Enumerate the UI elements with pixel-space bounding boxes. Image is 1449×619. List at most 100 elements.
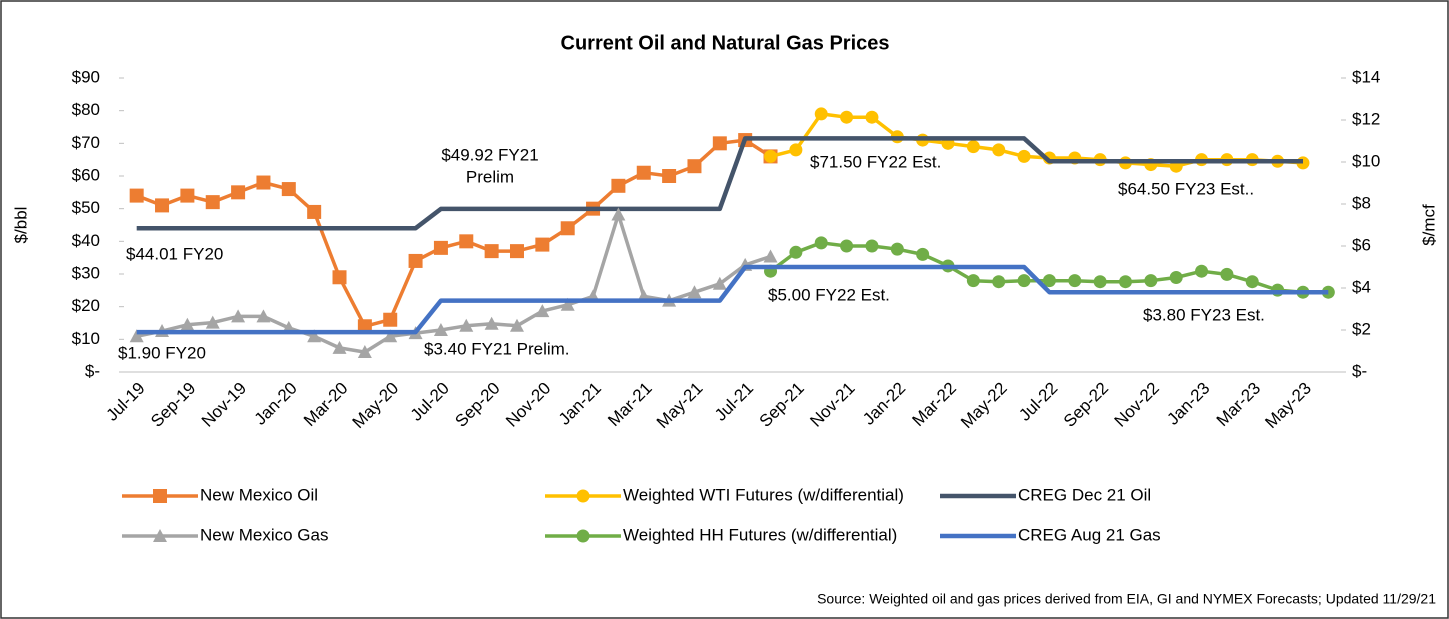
marker bbox=[865, 110, 879, 124]
marker bbox=[153, 489, 167, 503]
marker bbox=[307, 329, 322, 343]
annotation: $64.50 FY23 Est.. bbox=[1118, 179, 1254, 198]
marker bbox=[840, 239, 854, 253]
marker bbox=[840, 110, 854, 124]
marker bbox=[789, 143, 803, 157]
marker bbox=[992, 275, 1006, 289]
marker bbox=[1093, 275, 1107, 289]
marker bbox=[636, 165, 651, 180]
marker bbox=[1245, 275, 1259, 289]
marker bbox=[1017, 149, 1031, 163]
marker bbox=[992, 143, 1006, 157]
marker bbox=[129, 329, 144, 343]
legend-item: Weighted WTI Futures (w/differential) bbox=[545, 485, 904, 504]
y2-axis-label: $/mcf bbox=[1419, 204, 1438, 246]
marker bbox=[180, 317, 195, 331]
marker bbox=[611, 178, 626, 193]
marker bbox=[509, 244, 524, 259]
series-line bbox=[136, 264, 1329, 335]
y2-tick-label: $8 bbox=[1352, 193, 1371, 212]
marker bbox=[865, 239, 879, 253]
marker bbox=[1169, 271, 1183, 284]
y-tick-label: $80 bbox=[72, 100, 100, 119]
y-tick-label: $- bbox=[85, 361, 100, 380]
marker bbox=[155, 198, 170, 213]
marker bbox=[1118, 275, 1132, 289]
legend-item: New Mexico Gas bbox=[122, 525, 328, 544]
source-note: Source: Weighted oil and gas prices deri… bbox=[817, 591, 1436, 607]
marker bbox=[966, 140, 980, 154]
legend-label: CREG Aug 21 Gas bbox=[1018, 525, 1161, 544]
marker bbox=[281, 182, 296, 197]
marker bbox=[576, 489, 590, 503]
legend-item: CREG Dec 21 Oil bbox=[940, 485, 1151, 504]
marker bbox=[1068, 274, 1082, 288]
y2-tick-label: $2 bbox=[1352, 319, 1371, 338]
marker bbox=[560, 297, 575, 311]
marker bbox=[814, 236, 828, 250]
y2-tick-label: $10 bbox=[1352, 151, 1380, 170]
marker bbox=[1321, 285, 1335, 299]
marker bbox=[180, 188, 195, 203]
y-tick-label: $70 bbox=[72, 133, 100, 152]
marker bbox=[1144, 274, 1158, 288]
marker bbox=[916, 247, 930, 261]
marker bbox=[764, 149, 778, 163]
marker bbox=[332, 340, 347, 354]
marker bbox=[890, 242, 904, 256]
y-tick-label: $40 bbox=[72, 231, 100, 250]
marker bbox=[611, 207, 626, 221]
marker bbox=[1017, 274, 1031, 288]
marker bbox=[484, 316, 499, 330]
marker bbox=[357, 319, 372, 334]
legend-label: Weighted WTI Futures (w/differential) bbox=[623, 485, 904, 504]
marker bbox=[509, 318, 524, 332]
annotation: $5.00 FY22 Est. bbox=[768, 285, 890, 304]
marker bbox=[205, 315, 220, 329]
marker bbox=[1220, 267, 1234, 281]
marker bbox=[231, 185, 246, 200]
legend-label: New Mexico Oil bbox=[200, 485, 318, 504]
marker bbox=[231, 309, 246, 323]
marker bbox=[662, 169, 677, 183]
marker bbox=[256, 175, 271, 190]
marker bbox=[433, 240, 448, 255]
marker bbox=[1195, 264, 1209, 278]
y-tick-label: $20 bbox=[72, 296, 100, 315]
legend-item: New Mexico Oil bbox=[122, 485, 318, 504]
annotation: $3.40 FY21 Prelim. bbox=[424, 339, 570, 358]
y-axis-label: $/bbl bbox=[11, 207, 30, 244]
y2-tick-label: $4 bbox=[1352, 277, 1371, 296]
annotation: $44.01 FY20 bbox=[126, 244, 223, 263]
y-tick-label: $50 bbox=[72, 198, 100, 217]
marker bbox=[357, 345, 372, 359]
annotation: $71.50 FY22 Est. bbox=[810, 152, 941, 171]
marker bbox=[129, 188, 144, 203]
marker bbox=[966, 274, 980, 288]
y-tick-label: $10 bbox=[72, 329, 100, 348]
legend-label: New Mexico Gas bbox=[200, 525, 328, 544]
legend-label: Weighted HH Futures (w/differential) bbox=[623, 525, 897, 544]
marker bbox=[789, 245, 803, 259]
annotation: $49.92 FY21 bbox=[441, 145, 538, 164]
marker bbox=[153, 529, 167, 542]
y2-tick-label: $6 bbox=[1352, 235, 1371, 254]
marker bbox=[433, 323, 448, 336]
marker bbox=[459, 234, 474, 249]
marker bbox=[687, 159, 702, 174]
marker bbox=[332, 270, 347, 285]
legend-item: CREG Aug 21 Gas bbox=[940, 525, 1161, 544]
marker bbox=[256, 309, 271, 323]
marker bbox=[484, 244, 499, 259]
marker bbox=[712, 276, 727, 290]
marker bbox=[687, 285, 702, 299]
marker bbox=[408, 253, 423, 268]
y2-tick-label: $12 bbox=[1352, 109, 1380, 128]
y2-tick-label: $14 bbox=[1352, 67, 1380, 86]
legend-item: Weighted HH Futures (w/differential) bbox=[545, 525, 897, 544]
y-tick-label: $90 bbox=[72, 67, 100, 86]
chart-title: Current Oil and Natural Gas Prices bbox=[561, 32, 890, 54]
marker bbox=[814, 107, 828, 121]
legend-label: CREG Dec 21 Oil bbox=[1018, 485, 1151, 504]
annotation: $1.90 FY20 bbox=[118, 343, 206, 362]
